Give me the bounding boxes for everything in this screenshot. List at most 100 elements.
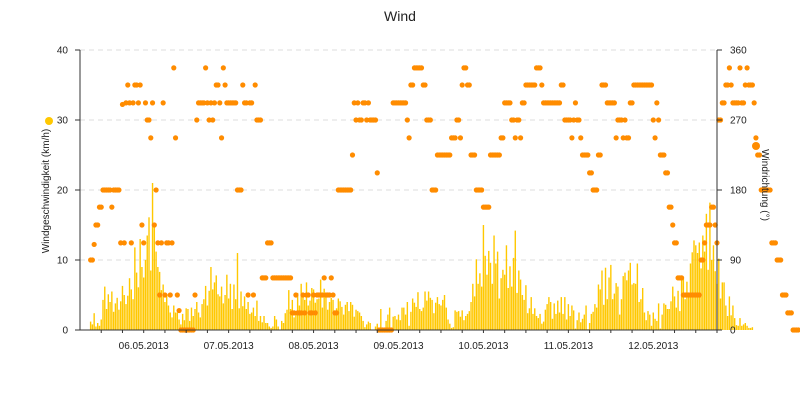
speed-bar bbox=[98, 325, 101, 330]
direction-point bbox=[767, 187, 773, 193]
direction-point bbox=[245, 292, 251, 298]
speed-bar bbox=[495, 263, 497, 330]
speed-bar bbox=[247, 302, 249, 330]
speed-bar bbox=[486, 274, 488, 330]
speed-bar bbox=[114, 303, 117, 330]
direction-point bbox=[507, 100, 513, 106]
speed-bar bbox=[132, 299, 134, 330]
speed-bar bbox=[712, 245, 715, 330]
direction-point bbox=[210, 117, 216, 123]
speed-bar bbox=[523, 299, 525, 330]
speed-bar bbox=[293, 317, 295, 330]
direction-point bbox=[330, 292, 336, 298]
speed-bar bbox=[181, 313, 184, 330]
speed-bar bbox=[574, 328, 577, 330]
speed-bar bbox=[353, 316, 355, 330]
speed-bar bbox=[741, 325, 743, 330]
speed-bar bbox=[96, 323, 99, 330]
speed-bar bbox=[104, 286, 106, 330]
direction-point bbox=[157, 292, 163, 298]
speed-bar bbox=[518, 270, 520, 330]
speed-bar bbox=[342, 314, 345, 330]
direction-point bbox=[707, 222, 713, 228]
direction-point bbox=[466, 82, 472, 88]
speed-bar bbox=[206, 305, 209, 330]
direction-point bbox=[153, 187, 159, 193]
speed-bar bbox=[380, 309, 382, 330]
speed-bar bbox=[553, 303, 555, 330]
speed-bar bbox=[219, 296, 221, 330]
y-left-label: Windgeschwindigkeit (km/h) bbox=[41, 129, 52, 254]
speed-bar bbox=[475, 259, 478, 330]
speed-bar bbox=[493, 235, 495, 330]
direction-point bbox=[556, 100, 563, 106]
speed-bar bbox=[351, 304, 354, 330]
direction-point bbox=[128, 240, 134, 246]
speed-bar bbox=[141, 267, 143, 330]
speed-bar bbox=[190, 307, 193, 330]
speed-bar bbox=[677, 290, 679, 330]
speed-bar bbox=[438, 304, 440, 330]
speed-bar bbox=[89, 321, 92, 330]
speed-bar bbox=[311, 288, 313, 330]
direction-point bbox=[539, 82, 545, 88]
speed-bar bbox=[618, 314, 621, 330]
speed-bar bbox=[649, 314, 651, 330]
speed-bar bbox=[576, 320, 578, 330]
speed-bar bbox=[737, 325, 739, 330]
speed-bar bbox=[215, 275, 217, 330]
direction-point bbox=[652, 135, 658, 141]
speed-bar bbox=[742, 324, 745, 330]
speed-bar bbox=[516, 292, 518, 330]
speed-bar bbox=[456, 311, 458, 330]
speed-bar bbox=[397, 314, 400, 330]
speed-bar bbox=[707, 269, 709, 330]
speed-bar bbox=[748, 327, 750, 330]
direction-point bbox=[217, 100, 223, 106]
speed-bar bbox=[173, 305, 175, 330]
direction-point bbox=[710, 204, 717, 210]
direction-point bbox=[162, 292, 168, 298]
speed-bar bbox=[528, 308, 531, 330]
speed-bar bbox=[686, 281, 688, 330]
speed-bar bbox=[224, 295, 226, 330]
speed-bar bbox=[603, 304, 605, 330]
speed-bar bbox=[503, 274, 506, 330]
direction-point bbox=[740, 100, 747, 106]
direction-point bbox=[471, 152, 478, 158]
direction-points bbox=[88, 65, 800, 333]
speed-bar bbox=[194, 309, 196, 330]
direction-point bbox=[238, 187, 244, 193]
speed-bar bbox=[265, 323, 267, 330]
speed-bar bbox=[643, 312, 646, 330]
speed-bar bbox=[725, 305, 727, 330]
speed-bar bbox=[730, 315, 732, 330]
speed-bar bbox=[507, 288, 509, 330]
speed-bar bbox=[254, 316, 256, 330]
direction-point bbox=[151, 222, 157, 228]
speed-bar bbox=[608, 277, 610, 330]
direction-point bbox=[654, 100, 660, 106]
speed-bar bbox=[636, 263, 639, 330]
speed-bar bbox=[256, 300, 258, 330]
speed-bar bbox=[578, 312, 580, 330]
speed-bar bbox=[392, 316, 394, 330]
speed-bar bbox=[693, 240, 695, 330]
speed-bar bbox=[284, 313, 286, 330]
speed-bar bbox=[298, 305, 301, 330]
speed-bar bbox=[546, 304, 548, 330]
gridlines bbox=[80, 49, 717, 261]
direction-point bbox=[433, 187, 439, 193]
direction-point bbox=[496, 152, 502, 158]
direction-point bbox=[670, 222, 676, 228]
speed-bar bbox=[139, 239, 141, 330]
speed-bar bbox=[93, 313, 95, 330]
speed-bar bbox=[116, 297, 118, 330]
speed-bar bbox=[459, 316, 462, 330]
speed-bar bbox=[511, 286, 513, 330]
speed-bar bbox=[733, 318, 736, 330]
direction-point bbox=[650, 117, 656, 123]
direction-point bbox=[148, 135, 154, 141]
speed-bar bbox=[238, 308, 240, 330]
speed-bar bbox=[572, 310, 575, 330]
